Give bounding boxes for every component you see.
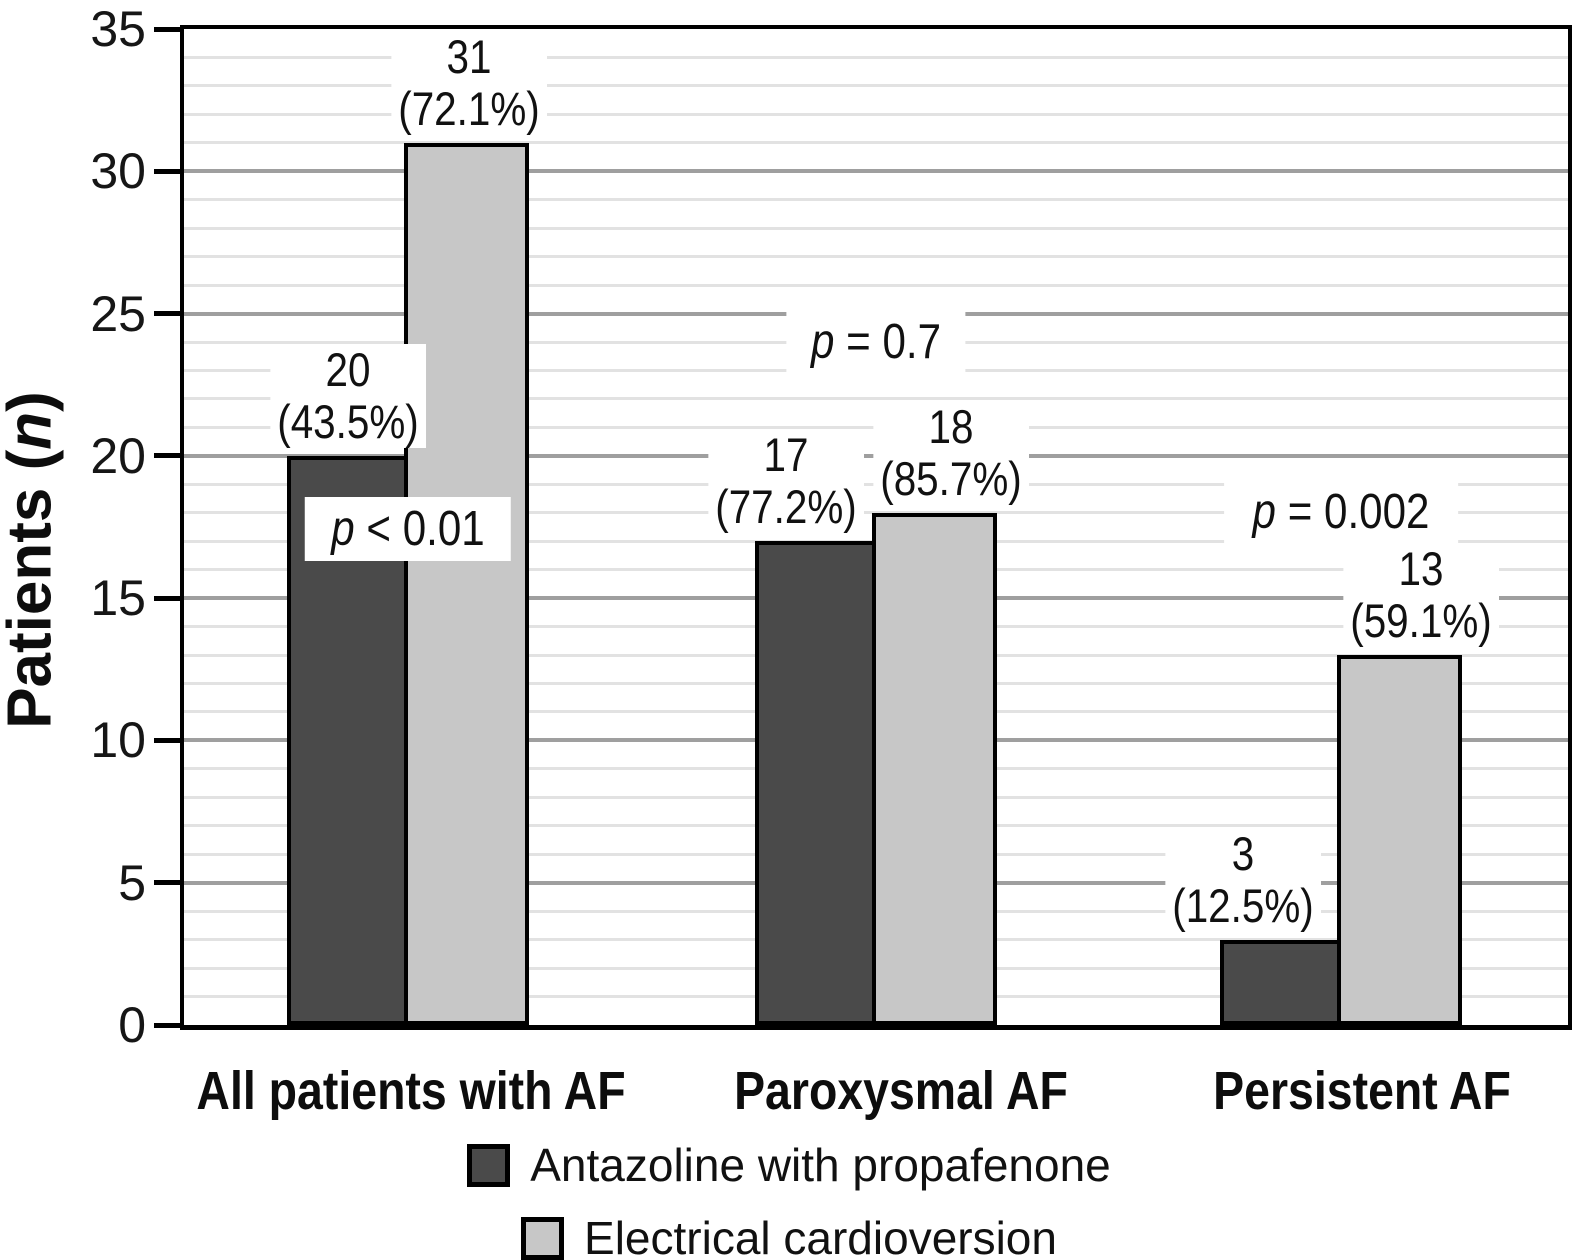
bar-value-label-box: 18 (85.7%): [872, 399, 1029, 505]
y-axis-tick-label: 15: [90, 570, 146, 627]
y-axis-tick-label: 10: [90, 712, 146, 769]
bar-value-label: 20 (43.5%): [257, 342, 438, 448]
gridline-minor: [184, 198, 1568, 202]
y-axis-tick-label: 25: [90, 285, 146, 342]
gridline-minor: [184, 283, 1568, 287]
legend-label-antazoline: Antazoline with propafenone: [530, 1139, 1111, 1191]
legend-label-cardioversion: Electrical cardioversion: [584, 1212, 1057, 1260]
bar-percent-label: (12.5%): [1171, 878, 1314, 932]
gridline-minor: [184, 255, 1568, 259]
legend: Electrical cardioversion: [0, 1213, 1578, 1260]
bar-percent-label: (77.2%): [714, 480, 857, 534]
bar-cardioversion-group1: [404, 142, 529, 1025]
bar-count-label: 31: [446, 29, 491, 83]
bar-value-label-box: 3 (12.5%): [1164, 826, 1321, 932]
y-axis-tick-label: 0: [118, 997, 146, 1053]
legend-swatch-antazoline: [467, 1143, 511, 1187]
bar-count-label: 18: [928, 399, 973, 453]
bar-count-label: 3: [1231, 826, 1254, 880]
y-axis-tick: [154, 168, 182, 174]
p-value-label: p = 0.002: [1224, 480, 1458, 544]
legend-item-antazoline: Antazoline with propafenone: [467, 1140, 1111, 1190]
p-value-label: p < 0.01: [304, 497, 512, 561]
bar-percent-label: (85.7%): [879, 451, 1022, 505]
y-axis-tick: [154, 595, 182, 601]
bar-value-label-box: 17 (77.2%): [707, 428, 864, 534]
legend: Antazoline with propafenone: [0, 1140, 1578, 1192]
y-axis-tick: [154, 26, 182, 32]
p-value-text: p < 0.01: [331, 502, 485, 556]
p-italic: p: [331, 502, 355, 556]
gridline-minor: [184, 226, 1568, 230]
bar-value-label-box: 13 (59.1%): [1342, 542, 1499, 648]
y-axis-tick: [154, 880, 182, 886]
x-category-label: Persistent AF: [1189, 1060, 1535, 1122]
bar-value-label: 3 (12.5%): [1152, 826, 1333, 932]
x-category-label: All patients with AF: [162, 1060, 661, 1122]
x-category-text: Paroxysmal AF: [734, 1061, 1068, 1121]
p-value-label: p = 0.7: [786, 310, 966, 374]
gridline-minor: [184, 55, 1568, 59]
gridline-minor: [184, 397, 1568, 401]
bar-value-label: 31 (72.1%): [378, 29, 559, 135]
gridline-major: [184, 169, 1568, 174]
p-value-text: p = 0.002: [1252, 485, 1430, 539]
bar-cardioversion-group2: [872, 512, 997, 1025]
bar-count-label: 20: [325, 342, 370, 396]
bar-percent-label: (72.1%): [397, 81, 540, 135]
x-category-text: All patients with AF: [196, 1061, 626, 1121]
p-italic: p: [810, 315, 835, 369]
bar-value-label: 13 (59.1%): [1330, 542, 1511, 648]
bar-cardioversion-group3: [1337, 655, 1462, 1025]
legend-swatch-cardioversion: [521, 1216, 565, 1260]
y-axis-tick-label: 35: [90, 1, 146, 57]
x-category-text: Persistent AF: [1213, 1061, 1511, 1121]
bar-antazoline-group2: [755, 541, 876, 1025]
bar-value-label-box: 20 (43.5%): [269, 342, 426, 448]
bar-antazoline-group3: [1220, 939, 1341, 1025]
y-axis-tick: [154, 311, 182, 317]
y-axis-tick-label: 20: [90, 427, 146, 484]
x-category-label: Paroxysmal AF: [707, 1060, 1095, 1122]
bar-percent-label: (59.1%): [1349, 594, 1492, 648]
legend-item-cardioversion: Electrical cardioversion: [521, 1213, 1057, 1260]
y-axis-tick: [154, 737, 182, 743]
y-axis-tick-label: 30: [90, 143, 146, 200]
y-axis-title-post: ): [0, 391, 65, 412]
bar-percent-label: (43.5%): [276, 394, 419, 448]
gridline-minor: [184, 141, 1568, 145]
gridline-minor: [184, 84, 1568, 88]
bar-count-label: 13: [1398, 542, 1443, 596]
gridline-minor: [184, 112, 1568, 116]
y-axis-tick-label: 5: [118, 854, 146, 911]
y-axis-tick: [154, 453, 182, 459]
y-axis-tick: [154, 1022, 182, 1028]
bar-value-label-box: 31 (72.1%): [390, 29, 547, 135]
p-value-text: p = 0.7: [810, 315, 942, 369]
bar-count-label: 17: [763, 428, 808, 482]
p-italic: p: [1252, 485, 1276, 539]
bar-value-label: 17 (77.2%): [695, 428, 876, 534]
bar-value-label: 18 (85.7%): [860, 399, 1041, 505]
